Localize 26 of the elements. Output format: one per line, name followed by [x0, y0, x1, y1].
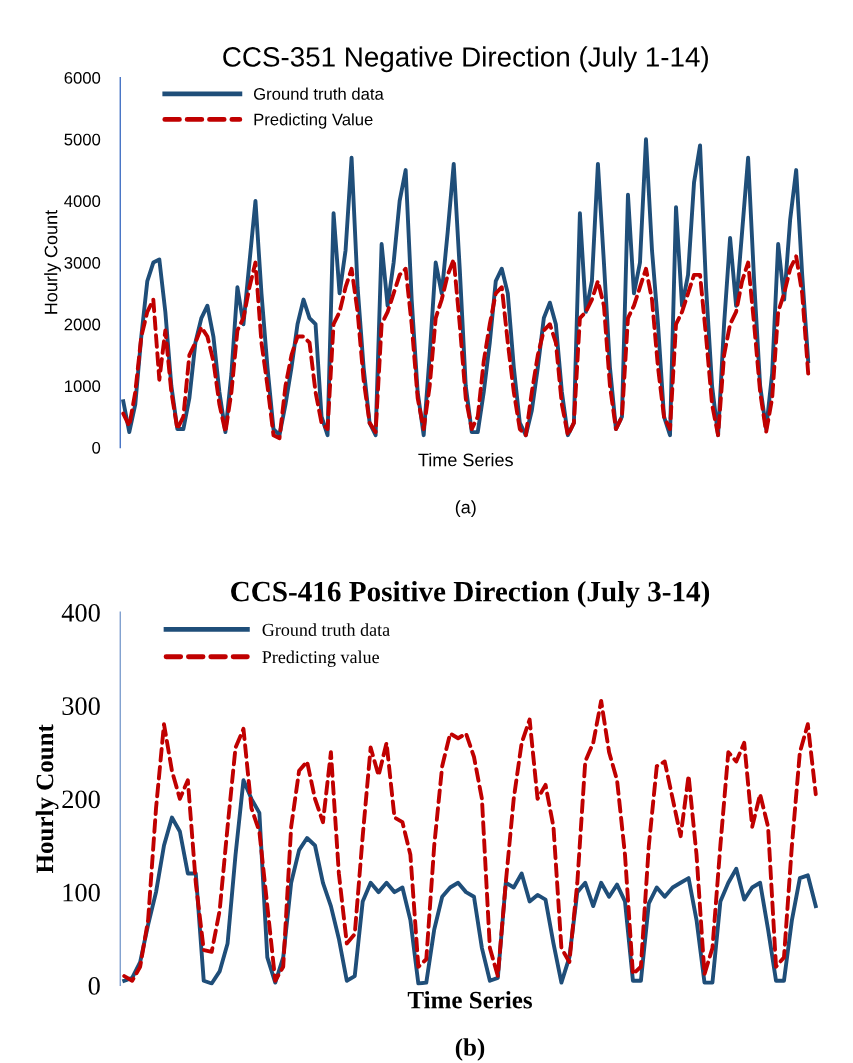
x-axis-title: Time Series	[418, 453, 513, 467]
y-tick-label: 200	[62, 790, 100, 809]
y-tick-label: 5000	[64, 133, 101, 146]
legend-label: Predicting value	[262, 650, 379, 667]
y-tick-label: 2000	[64, 318, 101, 331]
line-series	[121, 254, 811, 441]
legend-label: Ground truth data	[262, 623, 390, 636]
y-tick-label: 100	[63, 883, 100, 902]
x-axis-title: Time Series	[407, 990, 532, 1009]
y-tick-label: 0	[88, 977, 100, 995]
y-tick-label: 4000	[64, 195, 101, 208]
y-tick-label: 0	[92, 441, 101, 454]
y-tick-label: 400	[61, 603, 100, 622]
y-axis-title: Hourly Count	[35, 724, 59, 874]
y-tick-label: 1000	[65, 380, 101, 393]
text: (b)	[455, 1038, 485, 1061]
legend-label: Ground truth data	[253, 87, 384, 100]
line-series	[122, 698, 818, 983]
chart-title: CCS-416 Positive Direction (July 3-14)	[231, 580, 710, 608]
chart-title: CCS-351 Negative Direction (July 1-14)	[223, 46, 708, 73]
y-axis-title: Hourly Count	[44, 210, 61, 314]
y-tick-label: 3000	[64, 256, 101, 269]
legend-label: Predicting Value	[254, 113, 373, 129]
y-tick-label: 300	[62, 697, 100, 715]
y-tick-label: 6000	[64, 72, 101, 84]
text: (a)	[455, 500, 476, 518]
